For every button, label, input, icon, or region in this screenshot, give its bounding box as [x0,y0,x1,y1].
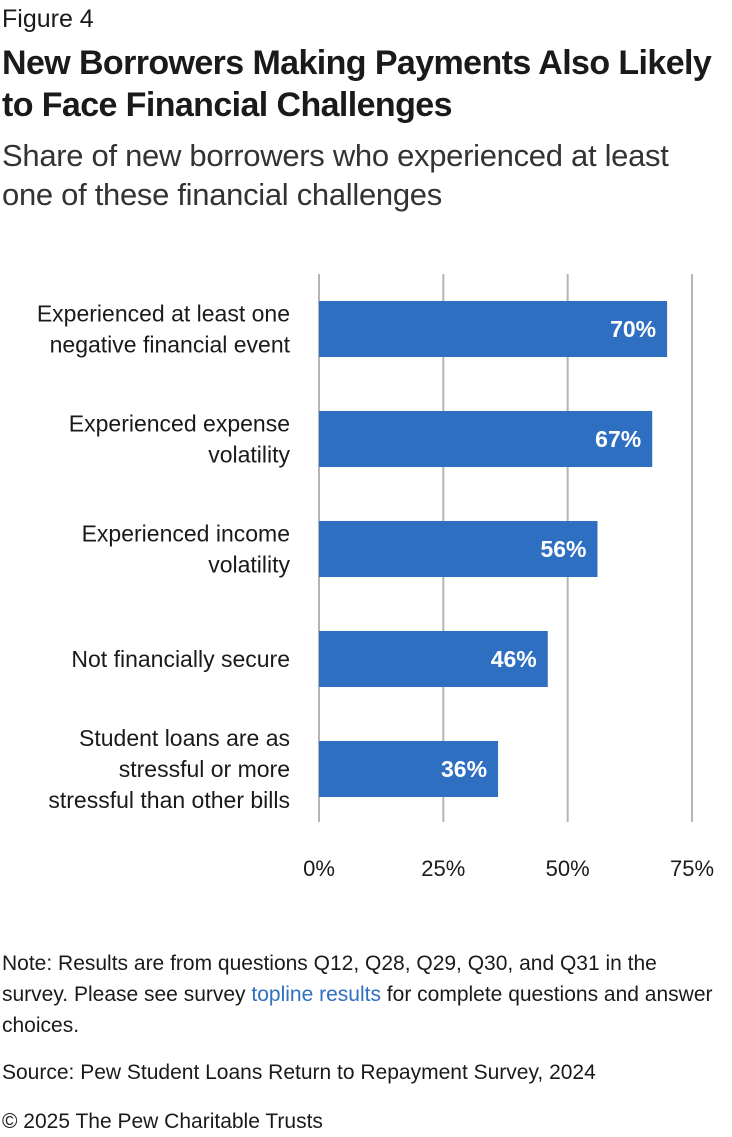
topline-results-link[interactable]: topline results [251,983,381,1006]
x-tick-label: 75% [670,856,714,881]
note-text-end: for complete questions and answer choice… [2,983,713,1037]
category-label: volatility [208,552,290,578]
category-label: stressful or more [119,756,290,782]
x-tick-label: 0% [303,856,335,881]
bar-value-label: 67% [595,426,641,452]
figure-label: Figure 4 [2,5,94,33]
note-text: Note: Results are from questions Q12, Q2… [2,952,657,1006]
bar-value-label: 46% [491,646,537,672]
bar [319,521,598,577]
x-tick-label: 50% [546,856,590,881]
bar-value-label: 56% [540,536,586,562]
category-label: volatility [208,442,290,468]
category-label: negative financial event [50,332,291,358]
x-tick-label: 25% [421,856,465,881]
bar [319,411,653,467]
bar-value-label: 36% [441,756,487,782]
category-label: Not financially secure [71,646,290,672]
category-label: Experienced at least one [37,301,290,327]
source: Source: Pew Student Loans Return to Repa… [2,1061,596,1084]
bar [319,301,668,357]
category-label: Experienced expense [69,411,290,437]
note: Note: Results are from questions Q12, Q2… [2,948,717,1041]
category-label: Student loans are as [79,725,290,751]
chart-subtitle: Share of new borrowers who experienced a… [2,138,669,212]
bar-chart: 0% 25% 50% 75% 70% Experienced at least one ne… [37,274,714,881]
bar-value-label: 70% [610,316,656,342]
category-label: stressful than other bills [48,787,290,813]
chart-title: New Borrowers Making Payments Also Likel… [2,44,712,124]
bar [319,631,548,687]
category-label: Experienced income [82,521,290,547]
bar [319,741,499,797]
copyright: © 2025 The Pew Charitable Trusts [2,1110,323,1133]
